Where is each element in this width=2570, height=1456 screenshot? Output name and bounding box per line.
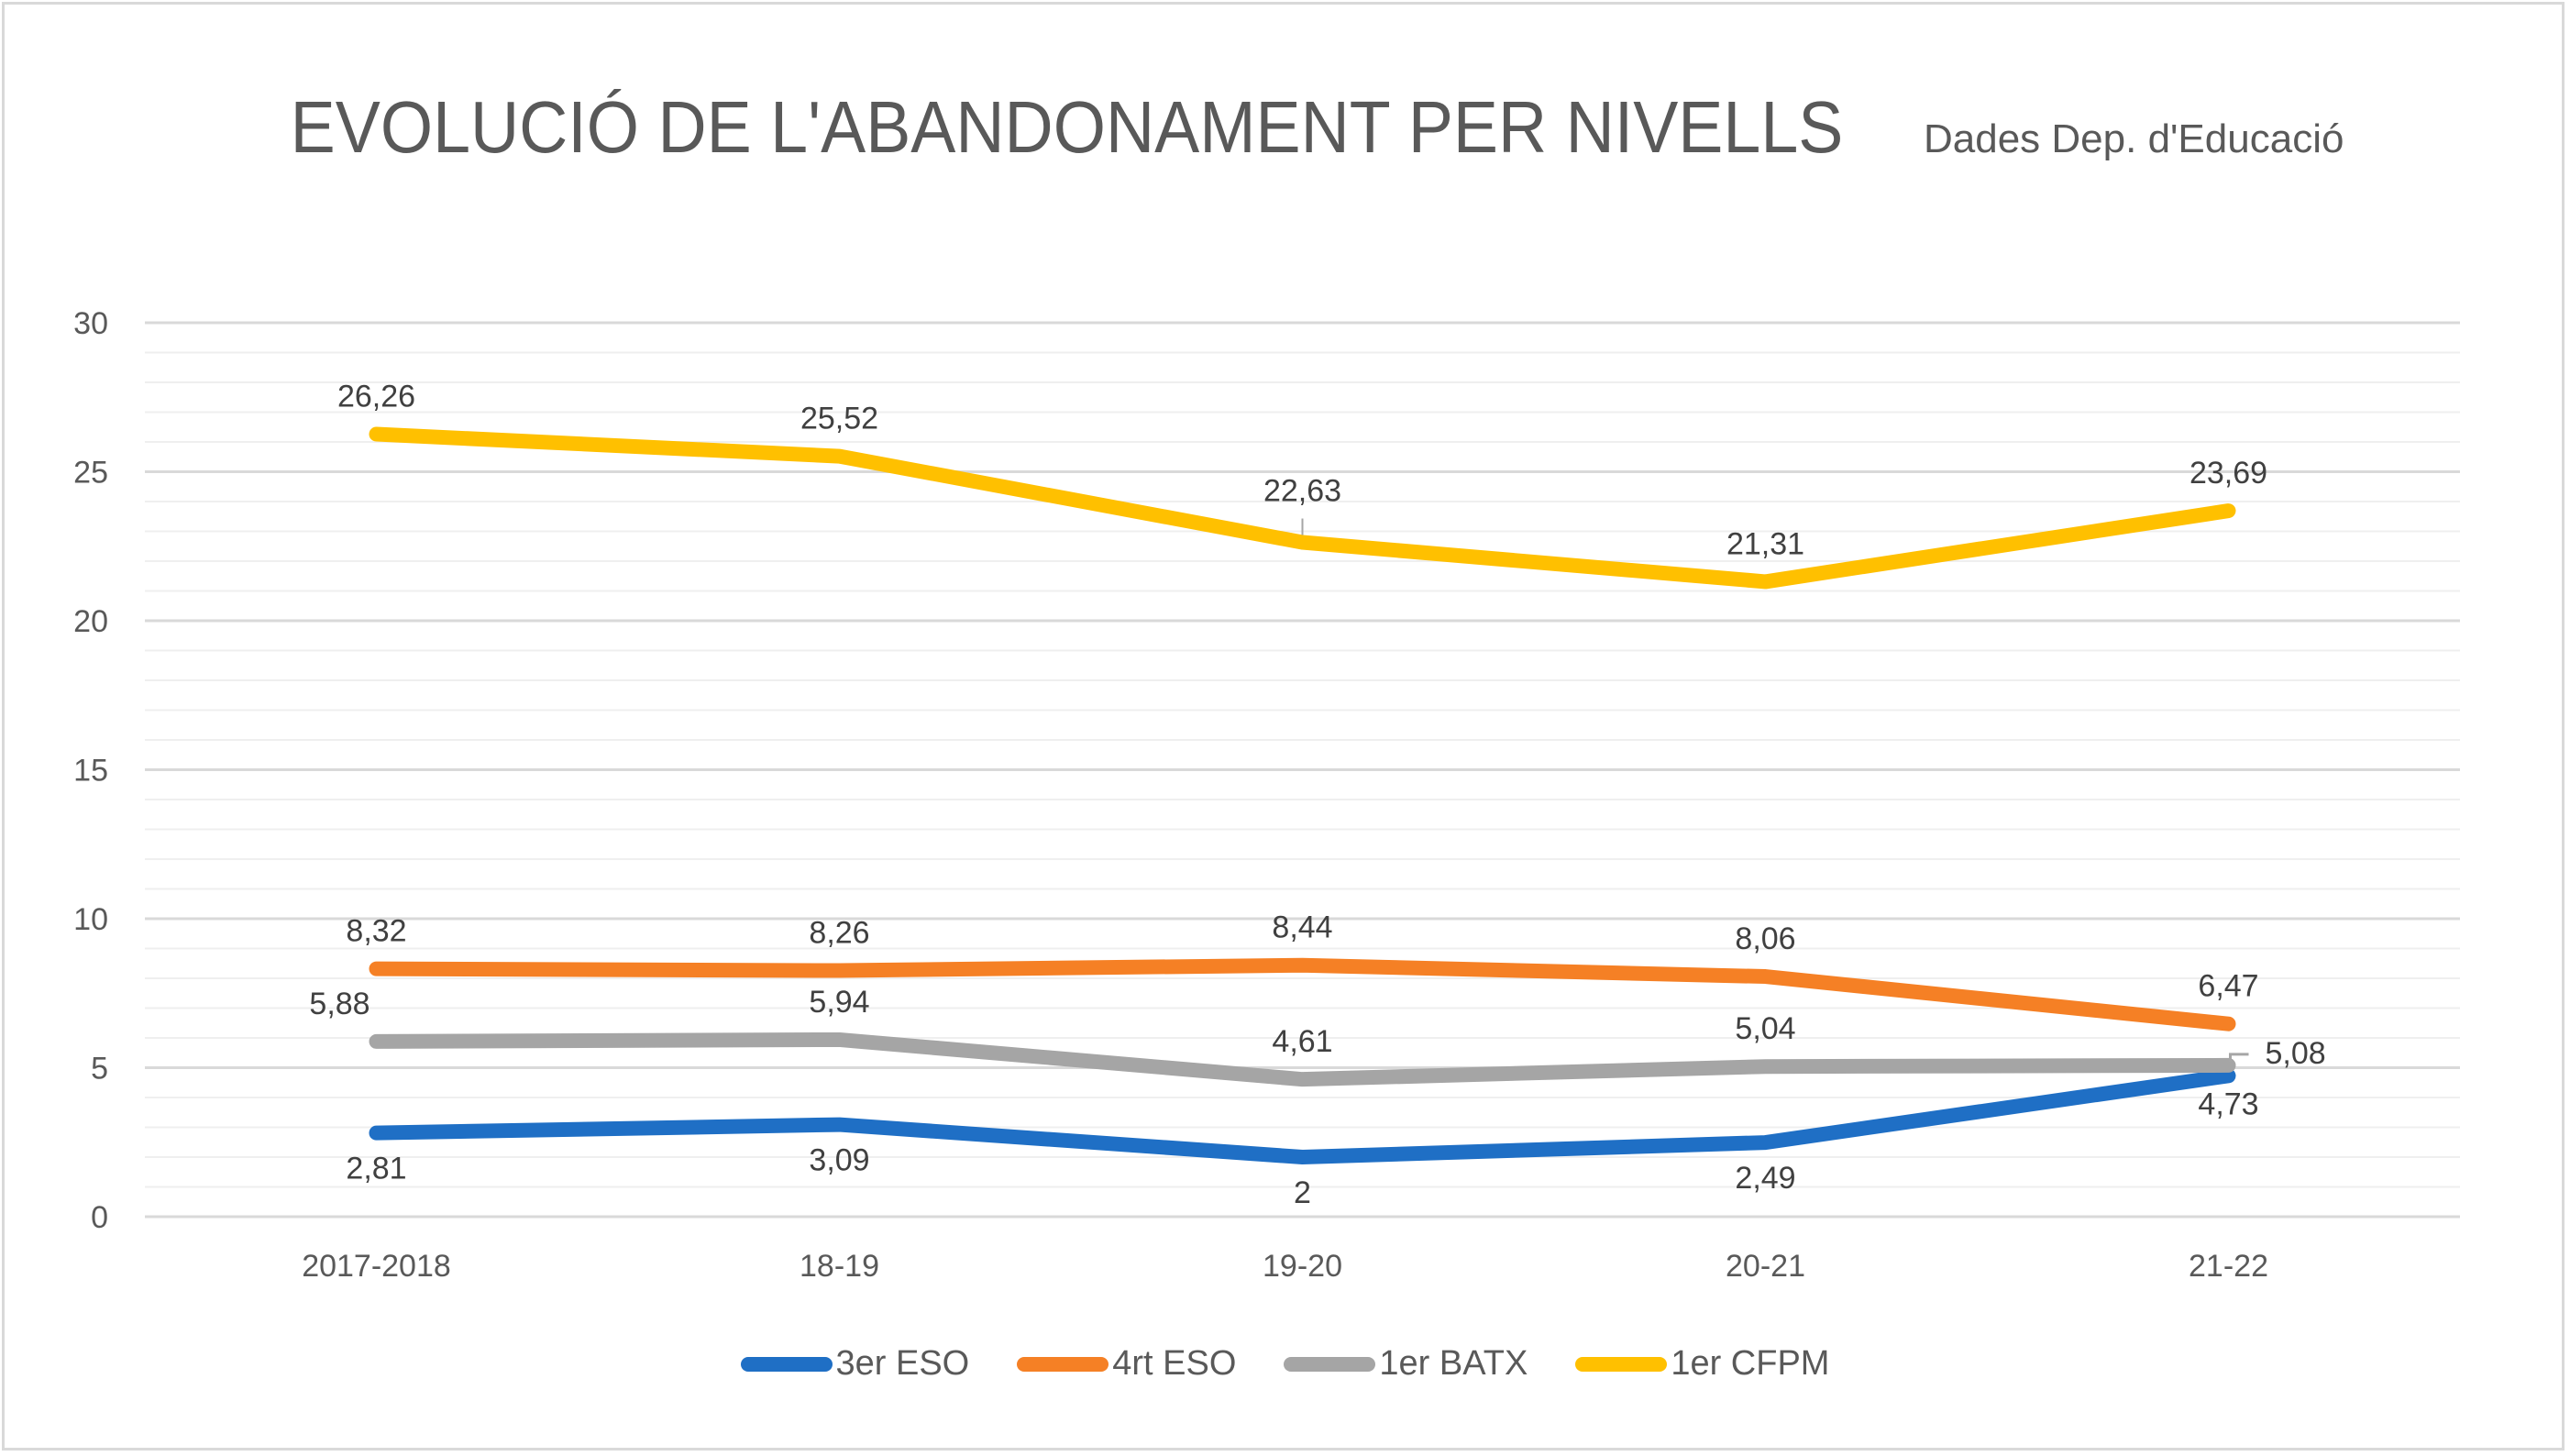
y-axis: 0 5 10 15 20 25 30 [73,306,108,1235]
y-tick-label: 25 [73,456,108,491]
x-tick-label: 18-19 [800,1249,879,1284]
chart-title: EVOLUCIÓ DE L'ABANDONAMENT PER NIVELLS [290,86,1843,168]
y-tick-label: 5 [91,1052,108,1086]
gridlines [145,321,2460,1219]
data-label: 26,26 [337,380,415,414]
chart-subtitle: Dades Dep. d'Educació [1923,116,2344,161]
x-tick-label: 20-21 [1726,1249,1805,1284]
data-label: 21,31 [1726,526,1804,561]
legend-item-1er-cfpm[interactable]: 1er CFPM [1575,1344,1829,1384]
legend-item-4rt-eso[interactable]: 4rt ESO [1017,1344,1236,1384]
y-tick-label: 30 [73,306,108,341]
y-tick-label: 10 [73,902,108,937]
data-label: 8,44 [1272,910,1332,945]
x-tick-label: 21-22 [2189,1249,2268,1284]
data-label: 4,73 [2198,1086,2258,1121]
x-tick-label: 2017-2018 [302,1249,451,1284]
data-label: 25,52 [800,402,878,436]
legend-swatch-1er-cfpm [1575,1356,1668,1372]
leader-line [2229,1053,2249,1062]
legend-swatch-1er-batx [1284,1356,1376,1372]
legend-label: 3er ESO [835,1344,970,1383]
legend-swatch-4rt-eso [1017,1356,1109,1372]
legend-swatch-3er-eso [740,1356,833,1372]
legend: 3er ESO 4rt ESO 1er BATX 1er CFPM [0,1344,2570,1384]
data-label: 6,47 [2198,969,2258,1004]
x-tick-label: 19-20 [1263,1249,1342,1284]
legend-label: 4rt ESO [1112,1344,1237,1383]
data-label: 5,08 [2266,1036,2326,1071]
data-label: 23,69 [2189,456,2267,491]
data-label: 8,26 [809,916,869,951]
data-label: 2,49 [1735,1161,1795,1196]
series-line-1er-cfpm [369,426,2236,590]
series-line-3er-eso [369,1068,2236,1164]
legend-item-3er-eso[interactable]: 3er ESO [740,1344,970,1384]
legend-label: 1er CFPM [1671,1344,1830,1383]
data-label: 22,63 [1263,474,1341,509]
series-line-1er-batx [369,1031,2236,1087]
data-label: 8,32 [346,914,406,949]
data-label: 2,81 [346,1152,406,1186]
legend-label: 1er BATX [1379,1344,1528,1383]
y-tick-label: 0 [91,1200,108,1235]
series-lines [369,426,2236,1164]
y-tick-label: 15 [73,754,108,789]
y-tick-label: 20 [73,604,108,639]
chart-title-row: EVOLUCIÓ DE L'ABANDONAMENT PER NIVELLS D… [5,85,2562,170]
series-line-4rt-eso [369,957,2236,1031]
data-label: 5,04 [1735,1011,1795,1046]
data-label: 2 [1294,1175,1311,1210]
x-axis: 2017-2018 18-19 19-20 20-21 21-22 [302,1249,2268,1284]
data-labels: 2,81 3,09 2 2,49 4,73 8,32 8,26 8,44 8,06 6,47 5,8… [309,380,2325,1210]
data-label: 5,94 [809,985,869,1020]
data-label: 5,88 [309,987,370,1021]
data-label: 4,61 [1272,1024,1332,1059]
data-label: 3,09 [809,1143,869,1178]
legend-item-1er-batx[interactable]: 1er BATX [1284,1344,1528,1384]
data-label: 8,06 [1735,921,1795,956]
